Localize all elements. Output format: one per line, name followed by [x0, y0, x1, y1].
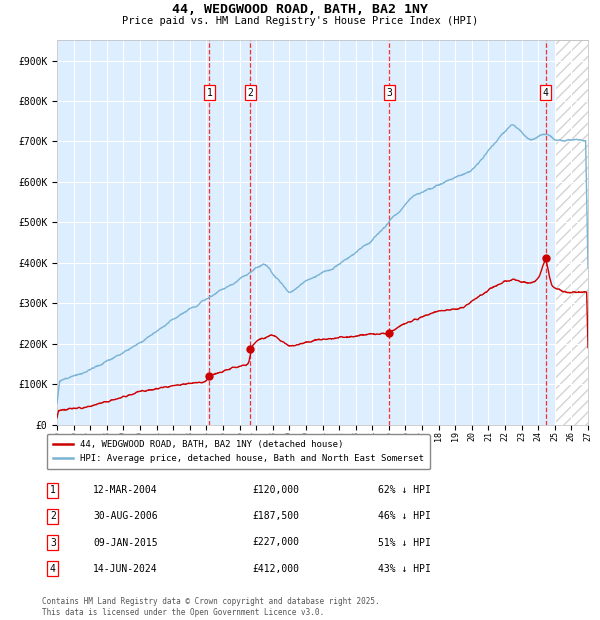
Text: 43% ↓ HPI: 43% ↓ HPI — [378, 564, 431, 574]
Bar — [555, 40, 596, 425]
Text: 14-JUN-2024: 14-JUN-2024 — [93, 564, 158, 574]
Text: 44, WEDGWOOD ROAD, BATH, BA2 1NY: 44, WEDGWOOD ROAD, BATH, BA2 1NY — [172, 3, 428, 16]
Text: 30-AUG-2006: 30-AUG-2006 — [93, 512, 158, 521]
Text: £227,000: £227,000 — [252, 538, 299, 547]
Bar — [209, 40, 250, 425]
Text: 2: 2 — [50, 512, 56, 521]
Text: 51% ↓ HPI: 51% ↓ HPI — [378, 538, 431, 547]
Text: £120,000: £120,000 — [252, 485, 299, 495]
Text: 09-JAN-2015: 09-JAN-2015 — [93, 538, 158, 547]
Text: 3: 3 — [386, 88, 392, 98]
Text: 4: 4 — [543, 88, 548, 98]
Text: 4: 4 — [50, 564, 56, 574]
Legend: 44, WEDGWOOD ROAD, BATH, BA2 1NY (detached house), HPI: Average price, detached : 44, WEDGWOOD ROAD, BATH, BA2 1NY (detach… — [47, 434, 430, 469]
Text: £412,000: £412,000 — [252, 564, 299, 574]
Text: 2: 2 — [248, 88, 253, 98]
Bar — [389, 40, 545, 425]
Text: 1: 1 — [50, 485, 56, 495]
Text: Contains HM Land Registry data © Crown copyright and database right 2025.
This d: Contains HM Land Registry data © Crown c… — [42, 598, 380, 617]
Text: 12-MAR-2004: 12-MAR-2004 — [93, 485, 158, 495]
Text: 46% ↓ HPI: 46% ↓ HPI — [378, 512, 431, 521]
Text: Price paid vs. HM Land Registry's House Price Index (HPI): Price paid vs. HM Land Registry's House … — [122, 16, 478, 25]
Text: 1: 1 — [206, 88, 212, 98]
Text: 62% ↓ HPI: 62% ↓ HPI — [378, 485, 431, 495]
Text: £187,500: £187,500 — [252, 512, 299, 521]
Text: 3: 3 — [50, 538, 56, 547]
